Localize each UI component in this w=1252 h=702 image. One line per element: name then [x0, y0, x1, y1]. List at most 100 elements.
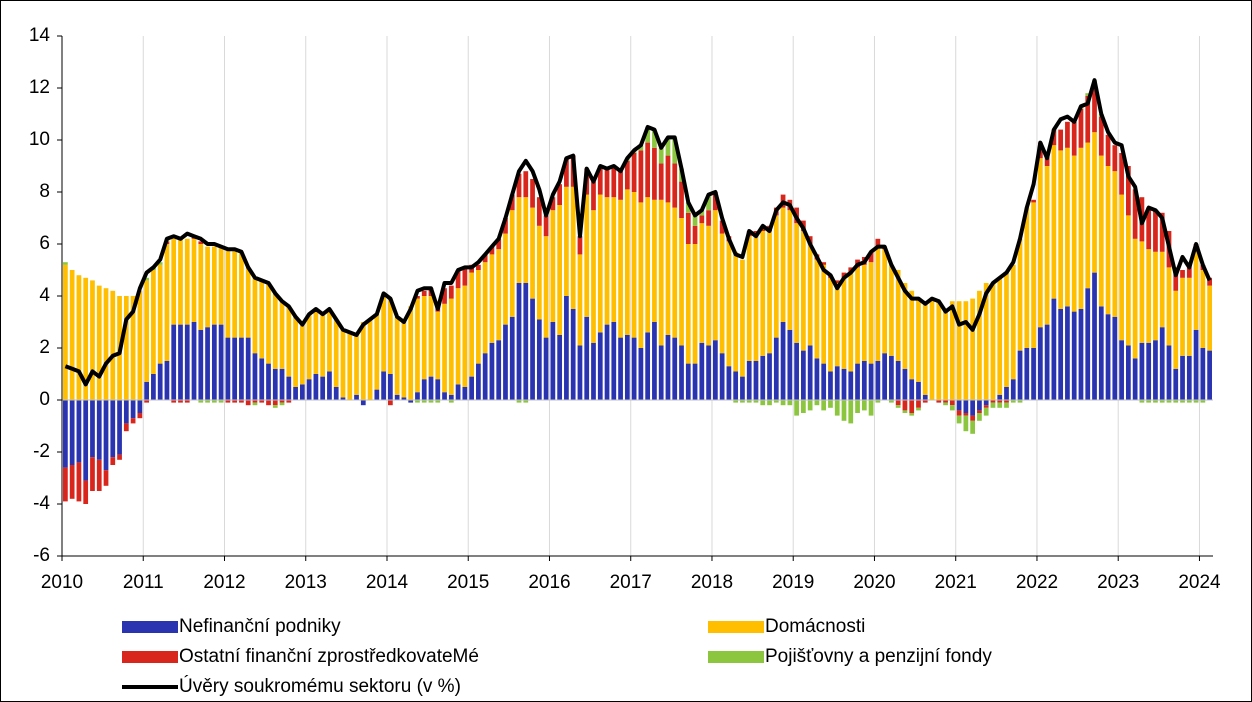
- bar-segment: [963, 301, 969, 400]
- bar-segment: [570, 186, 576, 309]
- bar-segment: [841, 272, 847, 278]
- bar-segment: [184, 324, 190, 400]
- bar-segment: [733, 371, 739, 400]
- bar-segment: [83, 400, 89, 481]
- bar-segment: [157, 363, 163, 400]
- bar-segment: [1092, 272, 1097, 400]
- bar-segment: [1044, 155, 1050, 166]
- bar-segment: [503, 218, 508, 234]
- bar-segment: [218, 246, 224, 325]
- bar-segment: [807, 244, 813, 346]
- bar-segment: [706, 225, 711, 346]
- bar-segment: [1071, 311, 1077, 400]
- y-tick-label: 2: [39, 337, 50, 358]
- bar-segment: [245, 337, 251, 400]
- bar-segment: [692, 215, 698, 226]
- bar-segment: [523, 197, 529, 283]
- bar-segment: [889, 355, 894, 400]
- bar-segment: [320, 376, 326, 400]
- bar-segment: [740, 376, 745, 400]
- bar-segment: [638, 150, 644, 203]
- bar-segment: [591, 342, 596, 400]
- bar-segment: [367, 319, 373, 400]
- bar-segment: [171, 324, 177, 400]
- bar-segment: [1031, 348, 1036, 400]
- bar-segment: [564, 158, 569, 187]
- bar-segment: [618, 171, 623, 200]
- bar-segment: [205, 400, 210, 403]
- bar-segment: [482, 353, 488, 400]
- bar-segment: [388, 298, 393, 374]
- bar-segment: [110, 400, 116, 458]
- bar-segment: [557, 335, 563, 400]
- bar-segment: [841, 368, 847, 400]
- bar-segment: [875, 246, 881, 361]
- bar-segment: [1180, 400, 1185, 403]
- bar-segment: [1112, 145, 1118, 172]
- bar-segment: [191, 322, 197, 400]
- bar-segment: [523, 171, 529, 198]
- bar-segment: [90, 280, 95, 400]
- bar-segment: [421, 296, 427, 380]
- bar-segment: [333, 387, 339, 400]
- bar-segment: [516, 173, 522, 198]
- bar-segment: [665, 335, 671, 400]
- bar-segment: [1078, 309, 1084, 400]
- bar-segment: [753, 361, 759, 400]
- bar-segment: [394, 316, 400, 395]
- bar-segment: [408, 306, 414, 400]
- bar-segment: [997, 400, 1003, 403]
- bar-segment: [794, 342, 799, 400]
- bar-segment: [272, 405, 278, 408]
- bar-segment: [530, 179, 535, 208]
- bar-segment: [1207, 350, 1212, 400]
- bar-segment: [814, 400, 820, 406]
- bar-segment: [916, 407, 921, 411]
- bar-segment: [1146, 207, 1152, 250]
- bar-segment: [239, 251, 244, 338]
- bar-segment: [828, 277, 833, 372]
- bar-segment: [123, 400, 129, 424]
- bar-segment: [814, 259, 820, 359]
- bar-segment: [1207, 277, 1212, 286]
- bar-segment: [374, 314, 380, 390]
- x-tick-label: 2013: [285, 572, 327, 593]
- bar-segment: [1017, 400, 1023, 403]
- bar-segment: [692, 244, 698, 364]
- bar-segment: [482, 254, 488, 263]
- bar-segment: [1078, 147, 1084, 309]
- bar-segment: [496, 249, 502, 341]
- bar-segment: [198, 241, 204, 244]
- bar-segment: [1193, 329, 1199, 400]
- bar-segment: [225, 249, 231, 338]
- x-tick-label: 2010: [41, 572, 83, 593]
- bar-segment: [1085, 288, 1091, 400]
- bar-segment: [536, 197, 542, 226]
- bar-segment: [83, 480, 89, 504]
- bar-segment: [1153, 210, 1158, 252]
- bar-segment: [685, 202, 691, 213]
- bar-segment: [286, 306, 292, 377]
- bar-segment: [123, 296, 129, 400]
- bar-segment: [442, 303, 447, 393]
- bar-segment: [1010, 379, 1016, 400]
- bar-segment: [489, 246, 495, 255]
- bar-segment: [909, 413, 915, 416]
- bar-segment: [171, 238, 177, 325]
- x-tick-label: 2021: [935, 572, 977, 593]
- bar-segment: [476, 270, 481, 364]
- bar-segment: [577, 254, 583, 346]
- bar-segment: [401, 397, 407, 400]
- bar-segment: [130, 418, 136, 424]
- x-tick-label: 2011: [123, 572, 164, 593]
- bar-segment: [442, 288, 447, 304]
- bar-segment: [794, 400, 799, 416]
- bar-segment: [1125, 215, 1131, 346]
- bar-segment: [943, 311, 948, 400]
- bar-segment: [1112, 171, 1118, 317]
- bar-segment: [462, 285, 468, 387]
- bar-segment: [746, 236, 752, 361]
- bar-segment: [198, 400, 204, 403]
- bar-segment: [63, 400, 68, 468]
- bar-segment: [1105, 166, 1111, 315]
